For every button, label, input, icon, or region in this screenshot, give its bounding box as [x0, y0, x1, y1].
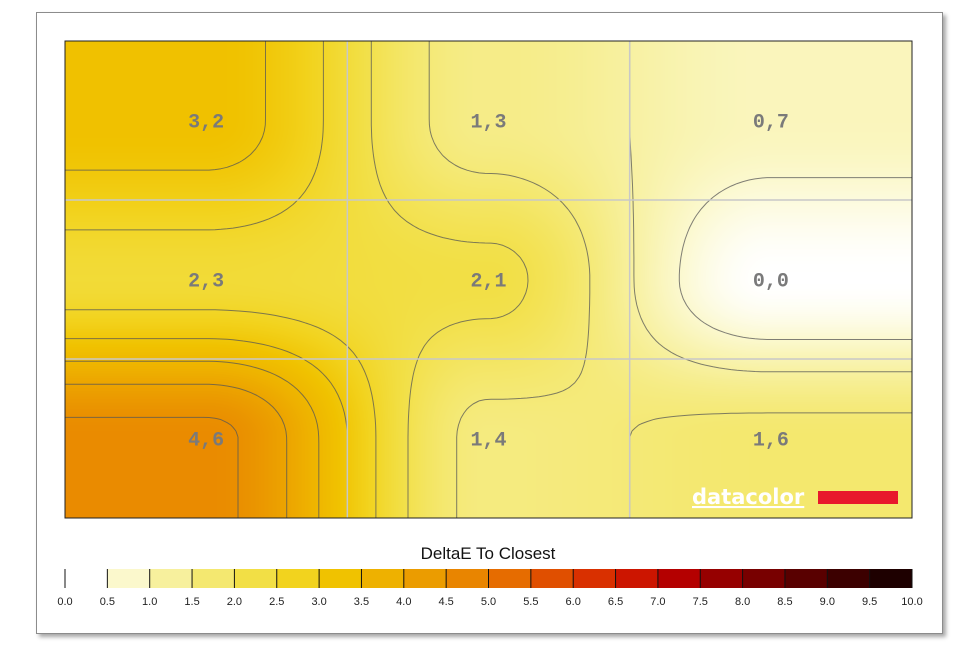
colorbar [65, 569, 913, 588]
colorbar-swatch [488, 569, 532, 588]
colorbar-tick-label: 3.5 [354, 596, 369, 608]
colorbar-swatch [615, 569, 659, 588]
cell-value-r1c3: 0,7 [753, 112, 789, 135]
chart-frame: 3,2 1,3 0,7 2,3 2,1 0,0 4,6 1,4 1,6 data… [36, 12, 943, 634]
colorbar-tick-label: 9.0 [820, 596, 835, 608]
colorbar-tick-label: 6.5 [608, 596, 623, 608]
colorbar-tick-label: 3.0 [311, 596, 326, 608]
colorbar-swatch [869, 569, 913, 588]
colorbar-tick-label: 4.5 [439, 596, 454, 608]
cell-value-r3c1: 4,6 [188, 430, 224, 453]
contour-line [678, 177, 912, 340]
colorbar-swatch [657, 569, 701, 588]
contour-lines [65, 41, 912, 518]
colorbar-tick-label: 7.5 [693, 596, 708, 608]
colorbar-ticks: 0.0 0.5 1.0 1.5 2.0 2.5 3.0 3.5 4.0 4.5 5.0 5.5 6.0 6… [57, 569, 923, 608]
colorbar-tick-label: 4.0 [396, 596, 411, 608]
contour-line [65, 416, 239, 518]
colorbar-tick-label: 2.0 [227, 596, 242, 608]
colorbar-tick-label: 6.0 [566, 596, 581, 608]
logo-text: datacolor [692, 485, 805, 509]
colorbar-tick-label: 1.5 [184, 596, 199, 608]
cell-values: 3,2 1,3 0,7 2,3 2,1 0,0 4,6 1,4 1,6 [188, 112, 789, 453]
colorbar-swatch [446, 569, 489, 588]
colorbar-tick-label: 1.0 [142, 596, 157, 608]
logo-bar [818, 491, 898, 504]
colorbar-swatch [742, 569, 786, 588]
colorbar-tick-label: 0.0 [57, 596, 72, 608]
cell-value-r1c2: 1,3 [470, 112, 506, 135]
colorbar-tick-label: 10.0 [901, 596, 922, 608]
cell-value-r3c3: 1,6 [753, 430, 789, 453]
colorbar-swatch [573, 569, 617, 588]
colorbar-swatch [65, 569, 108, 588]
contour-line [65, 41, 377, 518]
plot-grid [65, 41, 912, 518]
colorbar-swatch [319, 569, 362, 588]
colorbar-tick-label: 5.5 [523, 596, 538, 608]
colorbar-swatch [192, 569, 235, 588]
contour-line [428, 41, 912, 518]
colorbar-title: DeltaE To Closest [421, 544, 556, 563]
colorbar-swatch [276, 569, 320, 588]
cell-value-r3c2: 1,4 [470, 430, 506, 453]
colorbar-swatch [149, 569, 193, 588]
colorbar-swatch [234, 569, 278, 588]
deltae-uniformity-chart: 3,2 1,3 0,7 2,3 2,1 0,0 4,6 1,4 1,6 data… [57, 40, 923, 608]
heatmap-image [65, 41, 912, 518]
colorbar-swatch [107, 569, 151, 588]
datacolor-logo: datacolor [692, 485, 898, 509]
colorbar-swatch [361, 569, 405, 588]
plot-border [64, 40, 913, 519]
colorbar-tick-label: 5.0 [481, 596, 496, 608]
heatmap-field [65, 41, 912, 518]
colorbar-tick-label: 9.5 [862, 596, 877, 608]
colorbar-tick-label: 8.5 [777, 596, 792, 608]
cell-value-r2c3: 0,0 [753, 271, 789, 294]
cell-value-r2c2: 2,1 [470, 271, 506, 294]
colorbar-tick-label: 7.0 [650, 596, 665, 608]
cell-value-r2c1: 2,3 [188, 271, 224, 294]
colorbar-swatch [530, 569, 574, 588]
colorbar-tick-label: 2.5 [269, 596, 284, 608]
contour-line [65, 360, 320, 518]
colorbar-tick-label: 0.5 [100, 596, 115, 608]
colorbar-swatch [403, 569, 447, 588]
contour-line [65, 383, 288, 518]
cell-value-r1c1: 3,2 [188, 112, 224, 135]
colorbar-swatch [700, 569, 744, 588]
colorbar-tick-label: 8.0 [735, 596, 750, 608]
colorbar-swatch [784, 569, 828, 588]
colorbar-swatch [827, 569, 871, 588]
